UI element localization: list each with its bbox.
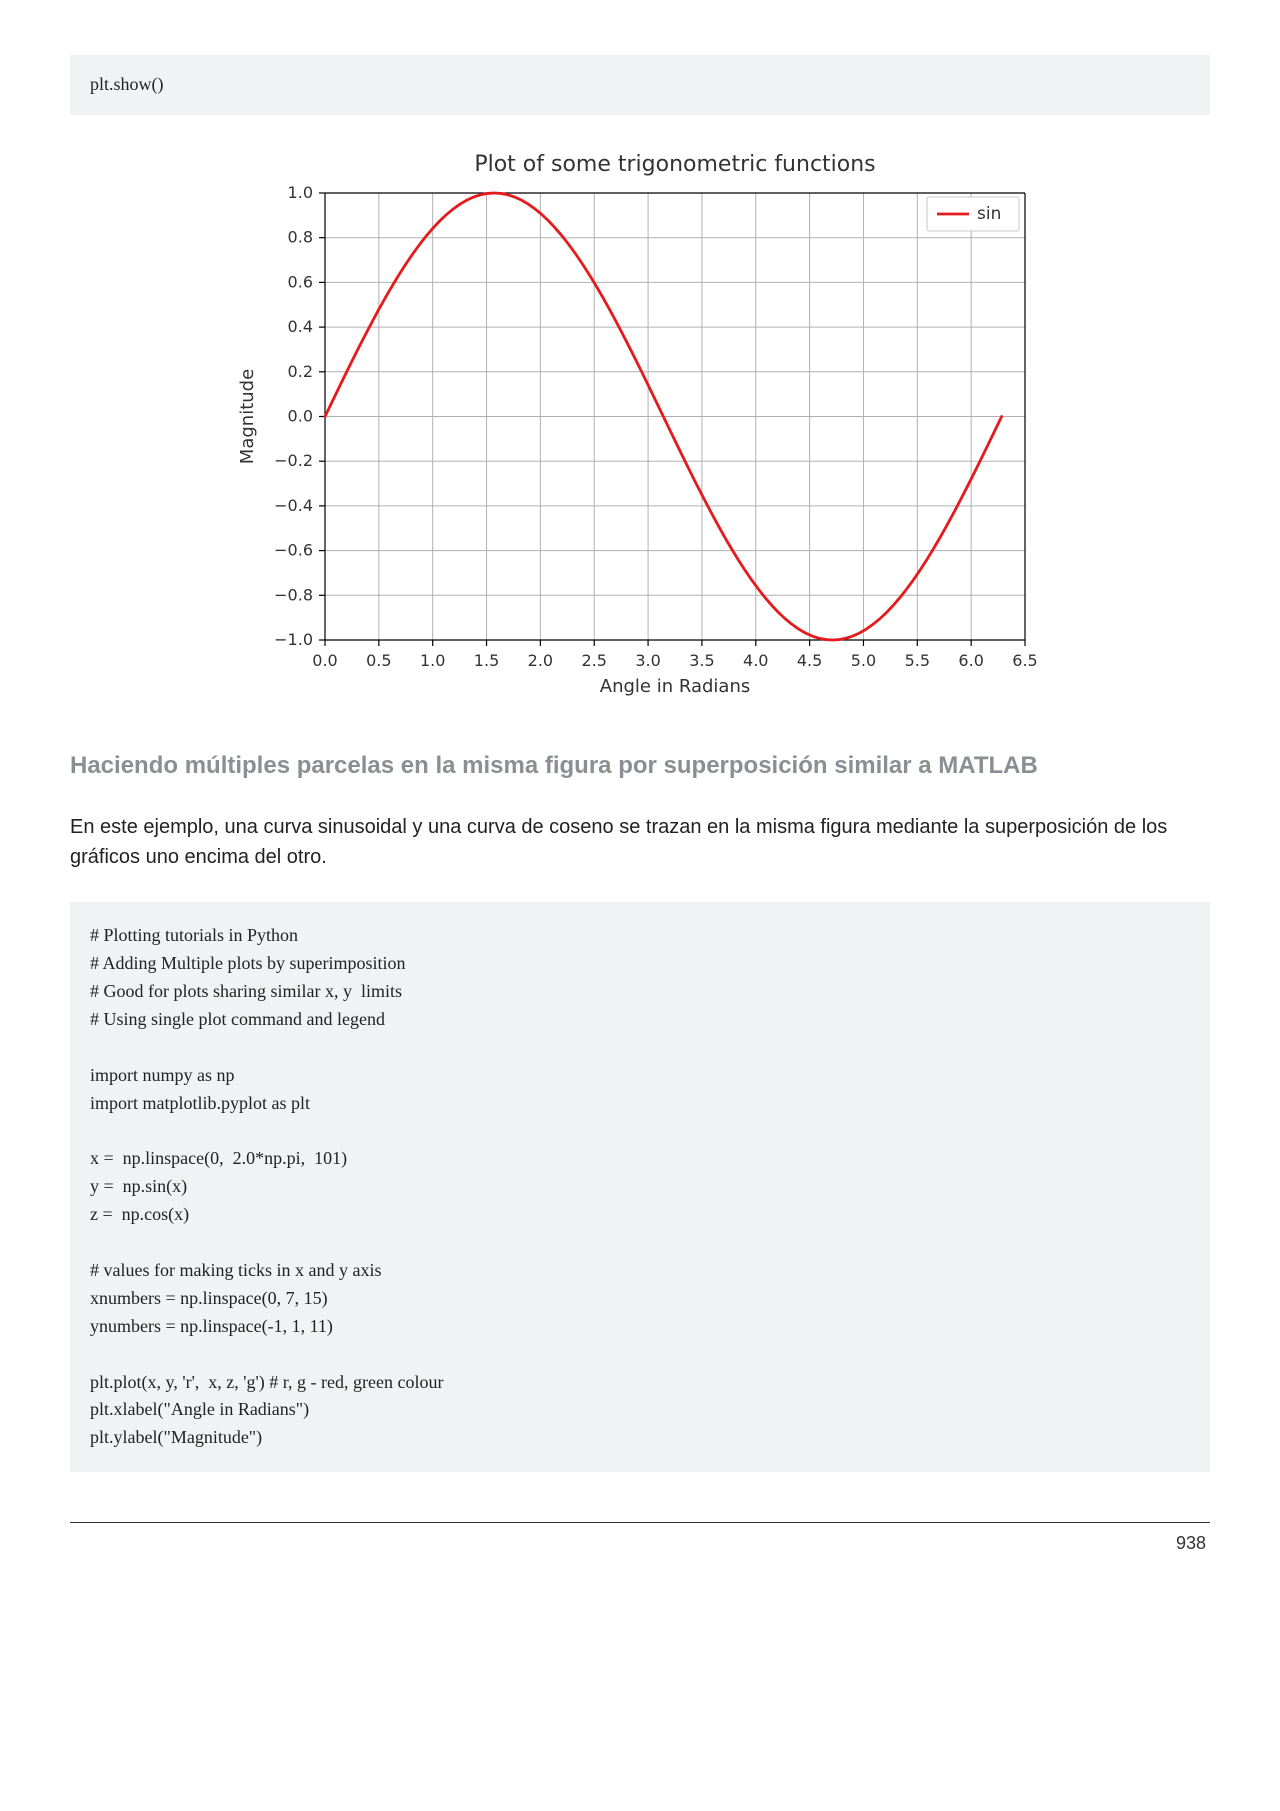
y-tick-label: 0.8 (288, 228, 313, 247)
y-tick-label: 0.4 (288, 317, 313, 336)
x-tick-label: 2.5 (582, 651, 607, 670)
x-tick-label: 1.0 (420, 651, 445, 670)
code-block-top: plt.show() (70, 55, 1210, 115)
y-tick-label: 0.0 (288, 406, 313, 425)
x-tick-label: 3.0 (635, 651, 660, 670)
page-container: plt.show() Plot of some trigonometric fu… (0, 0, 1280, 1594)
footer-rule (70, 1522, 1210, 1523)
y-tick-label: 0.6 (288, 272, 313, 291)
section-heading: Haciendo múltiples parcelas en la misma … (70, 750, 1210, 782)
chart-title: Plot of some trigonometric functions (474, 152, 875, 177)
trig-chart: Plot of some trigonometric functions 0.0 0… (225, 145, 1055, 710)
x-tick-label: 2.0 (528, 651, 553, 670)
x-tick-label: 3.5 (689, 651, 714, 670)
x-tick-label: 6.5 (1012, 651, 1037, 670)
y-tick-label: −0.6 (274, 540, 313, 559)
x-axis-label: Angle in Radians (600, 676, 750, 697)
legend-label: sin (977, 204, 1001, 224)
x-tick-label: 1.5 (474, 651, 499, 670)
x-tick-label: 6.0 (958, 651, 983, 670)
chart-container: Plot of some trigonometric functions 0.0 0… (70, 145, 1210, 710)
x-tick-label: 4.5 (797, 651, 822, 670)
x-tick-label: 0.5 (366, 651, 391, 670)
x-tick-label: 5.0 (851, 651, 876, 670)
y-tick-label: −0.8 (274, 585, 313, 604)
y-tick-label: −0.4 (274, 496, 313, 515)
code-block-bottom: # Plotting tutorials in Python # Adding … (70, 902, 1210, 1472)
body-paragraph: En este ejemplo, una curva sinusoidal y … (70, 812, 1210, 872)
x-tick-label: 4.0 (743, 651, 768, 670)
x-tick-label: 5.5 (905, 651, 930, 670)
page-number: 938 (70, 1533, 1210, 1554)
y-tick-label: −1.0 (274, 630, 313, 649)
x-tick-label: 0.0 (312, 651, 337, 670)
y-tick-label: −0.2 (274, 451, 313, 470)
y-axis-label: Magnitude (237, 369, 258, 464)
y-tick-label: 0.2 (288, 362, 313, 381)
y-tick-label: 1.0 (288, 183, 313, 202)
